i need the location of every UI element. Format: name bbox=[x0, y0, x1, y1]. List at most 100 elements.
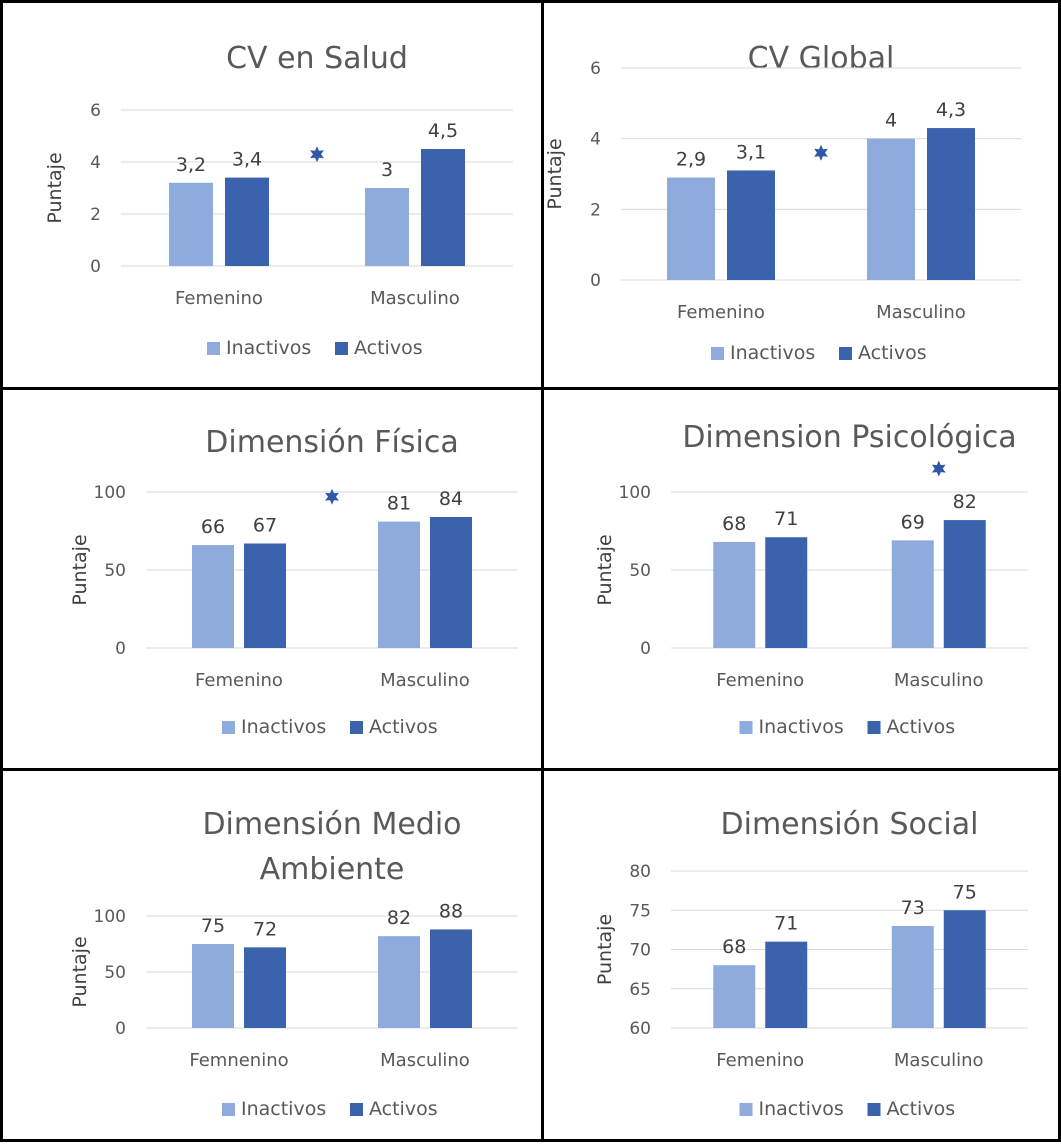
bar-data-label: 88 bbox=[439, 900, 463, 922]
legend-label-inactive: Inactivos bbox=[730, 342, 815, 364]
bar-data-label: 71 bbox=[774, 508, 798, 530]
legend-label-active: Activos bbox=[369, 1098, 438, 1120]
legend-label-inactive: Inactivos bbox=[241, 1098, 326, 1120]
bar bbox=[430, 929, 472, 1028]
x-category-label: Femenino bbox=[677, 302, 765, 323]
chart-svg: CV Global 0 2 4 6 Puntaje Femenino 2,9 3,1 Mascul… bbox=[544, 41, 1021, 364]
x-category-label: Masculino bbox=[894, 1050, 984, 1071]
bar bbox=[927, 128, 975, 280]
y-axis-label: Puntaje bbox=[69, 534, 91, 605]
bar-data-label: 4,5 bbox=[428, 120, 458, 142]
y-tick-label: 80 bbox=[629, 862, 651, 882]
y-tick-label: 4 bbox=[590, 130, 601, 150]
bar bbox=[713, 541, 756, 648]
legend-swatch-active bbox=[867, 1103, 881, 1116]
bar bbox=[765, 941, 808, 1028]
bar bbox=[378, 936, 420, 1028]
legend-swatch-inactive bbox=[222, 721, 235, 734]
y-tick-label: 50 bbox=[104, 561, 126, 581]
x-category-label: Femenino bbox=[716, 1050, 804, 1071]
chart-panel-cv-global: CV Global 0 2 4 6 Puntaje Femenino 2,9 3,1 Mascul… bbox=[541, 0, 1061, 390]
y-tick-label: 0 bbox=[115, 639, 126, 659]
bar-data-label: 3,1 bbox=[736, 141, 766, 163]
y-tick-label: 0 bbox=[115, 1019, 126, 1039]
y-tick-label: 50 bbox=[104, 963, 126, 983]
bar bbox=[192, 944, 234, 1028]
bar bbox=[430, 516, 472, 648]
legend-swatch-active bbox=[350, 1103, 363, 1116]
chart-panel-dimension-fisica: Dimensión Física 0 50 100 Puntaje Femenino 66 6… bbox=[0, 387, 544, 771]
legend-label-active: Activos bbox=[354, 337, 423, 359]
x-category-label: Femenino bbox=[175, 288, 263, 309]
chart-title: Dimensión Social bbox=[721, 807, 979, 842]
chart-panel-dimension-medio-ambiente: Dimensión Medio Ambiente 0 50 100 Puntaje Femn… bbox=[0, 768, 544, 1142]
legend-label-inactive: Inactivos bbox=[241, 716, 326, 738]
bar-data-label: 82 bbox=[953, 491, 977, 513]
bar-data-label: 75 bbox=[953, 881, 977, 903]
bar bbox=[169, 182, 213, 266]
y-tick-label: 50 bbox=[629, 561, 651, 581]
chart-svg: Dimensión Social 60 65 70 75 80 Puntaje Femenin… bbox=[594, 807, 1028, 1120]
chart-panel-dimension-psicologica: Dimension Psicológica 0 50 100 Puntaje Femeni… bbox=[541, 387, 1061, 771]
legend-swatch-active bbox=[839, 347, 852, 360]
x-category-label: Femenino bbox=[195, 670, 283, 691]
bar-data-label: 75 bbox=[201, 915, 225, 937]
bar bbox=[378, 521, 420, 648]
bar-data-label: 81 bbox=[387, 493, 411, 515]
x-category-label: Masculino bbox=[370, 288, 460, 309]
bar-data-label: 72 bbox=[253, 918, 277, 940]
bar bbox=[713, 965, 756, 1028]
bar bbox=[365, 188, 409, 266]
chart-svg: Dimension Psicológica 0 50 100 Puntaje Femeni… bbox=[594, 420, 1028, 738]
legend-label-active: Activos bbox=[887, 1098, 956, 1120]
bar bbox=[943, 910, 986, 1028]
significance-star-icon bbox=[931, 460, 946, 477]
bar bbox=[421, 149, 465, 266]
x-category-label: Masculino bbox=[380, 1050, 470, 1071]
y-tick-label: 2 bbox=[90, 205, 101, 225]
bar bbox=[667, 177, 715, 280]
bar bbox=[727, 170, 775, 280]
bar-data-label: 73 bbox=[901, 897, 925, 919]
y-tick-label: 75 bbox=[629, 901, 651, 921]
bar-data-label: 71 bbox=[774, 913, 798, 935]
x-category-label: Femenino bbox=[716, 670, 804, 691]
legend-label-active: Activos bbox=[858, 342, 927, 364]
y-tick-label: 65 bbox=[629, 980, 651, 1000]
legend-swatch-inactive bbox=[739, 721, 753, 734]
y-tick-label: 2 bbox=[590, 200, 601, 220]
chart-title: Dimensión Medio bbox=[202, 807, 461, 842]
y-axis-label: Puntaje bbox=[69, 936, 91, 1007]
significance-star-icon bbox=[814, 144, 828, 161]
y-tick-label: 4 bbox=[90, 153, 101, 173]
y-axis-label: Puntaje bbox=[594, 914, 616, 985]
legend-label-inactive: Inactivos bbox=[759, 716, 844, 738]
legend-label-active: Activos bbox=[887, 716, 956, 738]
y-tick-label: 100 bbox=[94, 483, 126, 503]
y-tick-label: 0 bbox=[590, 271, 601, 291]
chart-title: CV en Salud bbox=[226, 41, 408, 76]
chart-title: CV Global bbox=[748, 41, 895, 76]
legend-label-inactive: Inactivos bbox=[759, 1098, 844, 1120]
bar bbox=[244, 947, 286, 1028]
chart-title: Dimensión Física bbox=[205, 425, 458, 460]
y-tick-label: 60 bbox=[629, 1019, 651, 1039]
bar-data-label: 66 bbox=[201, 516, 225, 538]
x-category-label: Masculino bbox=[894, 670, 984, 691]
bar-data-label: 3,4 bbox=[232, 149, 262, 171]
bar-data-label: 67 bbox=[253, 514, 277, 536]
bar bbox=[891, 925, 934, 1028]
legend-swatch-active bbox=[867, 721, 881, 734]
bar-data-label: 82 bbox=[387, 907, 411, 929]
legend-swatch-inactive bbox=[739, 1103, 753, 1116]
chart-svg: Dimensión Física 0 50 100 Puntaje Femenino 66 6… bbox=[69, 425, 518, 738]
legend-swatch-inactive bbox=[711, 347, 724, 360]
x-category-label: Femnenino bbox=[189, 1050, 288, 1071]
y-tick-label: 70 bbox=[629, 941, 651, 961]
x-category-label: Masculino bbox=[380, 670, 470, 691]
y-axis-label: Puntaje bbox=[544, 138, 566, 209]
legend-swatch-inactive bbox=[207, 342, 220, 355]
chart-panel-cv-salud: CV en Salud 0 2 4 6 Puntaje Femenino 3,2 3,4 Masc… bbox=[0, 0, 544, 390]
